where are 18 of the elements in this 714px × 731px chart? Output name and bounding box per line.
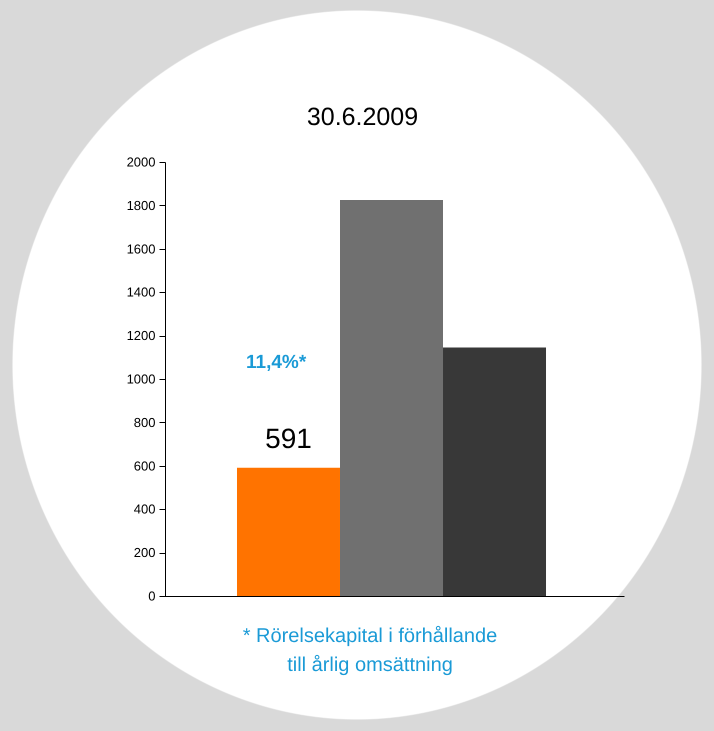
y-tick-label: 400 <box>134 502 156 517</box>
y-tick-label: 200 <box>134 545 156 560</box>
bar <box>443 348 546 596</box>
y-tick-label: 2000 <box>126 154 156 170</box>
y-tick-label: 1600 <box>126 241 156 256</box>
y-tick-label: 1000 <box>126 372 156 386</box>
y-tick-label: 600 <box>134 458 156 474</box>
annotation: 11,4%* <box>246 352 306 374</box>
bar <box>340 200 444 596</box>
y-tick-label: 1200 <box>126 328 156 344</box>
y-tick-label: 1400 <box>126 284 156 300</box>
text: * Rörelsekapital i förhållande till årlig omsättning <box>242 624 498 678</box>
data-label: 591 <box>265 422 312 454</box>
y-tick-label: 800 <box>134 414 156 430</box>
bar <box>236 468 340 596</box>
y-tick-label: 1800 <box>126 198 156 213</box>
y-tick-label: 0 <box>148 588 156 604</box>
chart-title: 30.6.2009 <box>306 103 418 131</box>
